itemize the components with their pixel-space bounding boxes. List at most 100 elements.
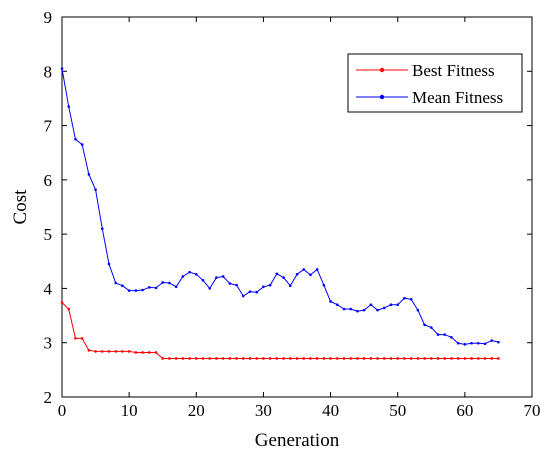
data-point-mean-fitness <box>443 333 446 336</box>
data-point-mean-fitness <box>262 286 265 289</box>
data-point-best-fitness <box>222 357 225 360</box>
x-axis-label: Generation <box>255 430 340 451</box>
data-point-mean-fitness <box>114 282 117 285</box>
data-point-mean-fitness <box>450 336 453 339</box>
data-point-best-fitness <box>464 357 467 360</box>
data-point-mean-fitness <box>349 308 352 311</box>
data-point-best-fitness <box>202 357 205 360</box>
data-point-best-fitness <box>67 308 70 311</box>
data-point-best-fitness <box>168 357 171 360</box>
data-point-mean-fitness <box>249 290 252 293</box>
data-point-mean-fitness <box>490 339 493 342</box>
data-point-best-fitness <box>329 357 332 360</box>
data-point-mean-fitness <box>316 268 319 271</box>
data-point-mean-fitness <box>175 286 178 289</box>
data-point-best-fitness <box>302 357 305 360</box>
data-point-mean-fitness <box>417 309 420 312</box>
data-point-mean-fitness <box>269 284 272 287</box>
data-point-mean-fitness <box>430 326 433 329</box>
data-point-best-fitness <box>443 357 446 360</box>
data-point-mean-fitness <box>101 227 104 230</box>
data-point-best-fitness <box>108 350 111 353</box>
data-point-mean-fitness <box>242 295 245 298</box>
data-point-mean-fitness <box>470 342 473 345</box>
legend-marker-mean-fitness <box>380 95 384 99</box>
data-point-best-fitness <box>430 357 433 360</box>
data-point-best-fitness <box>128 350 131 353</box>
data-point-mean-fitness <box>282 276 285 279</box>
data-point-mean-fitness <box>477 342 480 345</box>
data-point-best-fitness <box>188 357 191 360</box>
data-point-mean-fitness <box>323 284 326 287</box>
data-point-mean-fitness <box>141 289 144 292</box>
data-point-mean-fitness <box>161 281 164 284</box>
data-point-best-fitness <box>316 357 319 360</box>
data-point-mean-fitness <box>148 286 151 289</box>
legend-label-mean-fitness: Mean Fitness <box>412 88 503 107</box>
data-point-best-fitness <box>497 357 500 360</box>
data-point-best-fitness <box>370 357 373 360</box>
legend: Best Fitness Mean Fitness <box>348 54 522 112</box>
data-point-mean-fitness <box>229 282 232 285</box>
data-point-best-fitness <box>262 357 265 360</box>
data-point-best-fitness <box>215 357 218 360</box>
data-point-best-fitness <box>490 357 493 360</box>
data-point-best-fitness <box>349 357 352 360</box>
data-point-mean-fitness <box>235 284 238 287</box>
x-tick-label: 0 <box>58 401 67 420</box>
data-point-mean-fitness <box>336 303 339 306</box>
x-tick-label: 10 <box>121 401 138 420</box>
data-point-best-fitness <box>229 357 232 360</box>
data-point-best-fitness <box>208 357 211 360</box>
data-point-mean-fitness <box>403 297 406 300</box>
data-point-mean-fitness <box>208 287 211 290</box>
y-tick-label: 4 <box>44 279 53 298</box>
data-point-mean-fitness <box>195 273 198 276</box>
data-point-mean-fitness <box>61 67 64 70</box>
data-point-mean-fitness <box>484 343 487 346</box>
data-point-mean-fitness <box>255 291 258 294</box>
data-point-best-fitness <box>121 350 124 353</box>
data-point-mean-fitness <box>302 268 305 271</box>
data-point-best-fitness <box>81 337 84 340</box>
data-point-best-fitness <box>403 357 406 360</box>
data-point-best-fitness <box>423 357 426 360</box>
data-point-mean-fitness <box>390 303 393 306</box>
data-point-mean-fitness <box>135 289 138 292</box>
data-point-mean-fitness <box>376 309 379 312</box>
data-point-mean-fitness <box>497 341 500 344</box>
data-point-mean-fitness <box>370 303 373 306</box>
data-point-mean-fitness <box>356 310 359 313</box>
data-point-best-fitness <box>417 357 420 360</box>
data-point-best-fitness <box>383 357 386 360</box>
data-point-best-fitness <box>101 350 104 353</box>
y-tick-label: 5 <box>44 225 53 244</box>
data-point-best-fitness <box>195 357 198 360</box>
y-tick-label: 9 <box>44 8 53 27</box>
data-point-best-fitness <box>135 351 138 354</box>
data-point-best-fitness <box>356 357 359 360</box>
y-axis-label: Cost <box>10 189 31 225</box>
data-point-mean-fitness <box>168 282 171 285</box>
y-tick-label: 8 <box>44 62 53 81</box>
data-point-best-fitness <box>182 357 185 360</box>
data-point-mean-fitness <box>309 274 312 277</box>
data-point-mean-fitness <box>222 275 225 278</box>
data-point-best-fitness <box>155 351 158 354</box>
data-point-best-fitness <box>457 357 460 360</box>
data-point-mean-fitness <box>329 300 332 303</box>
data-point-mean-fitness <box>276 272 279 275</box>
data-point-mean-fitness <box>74 138 77 141</box>
data-point-best-fitness <box>175 357 178 360</box>
data-point-best-fitness <box>477 357 480 360</box>
data-point-best-fitness <box>249 357 252 360</box>
data-point-mean-fitness <box>88 173 91 176</box>
data-point-mean-fitness <box>296 273 299 276</box>
data-point-best-fitness <box>363 357 366 360</box>
data-point-mean-fitness <box>94 188 97 191</box>
data-point-best-fitness <box>114 350 117 353</box>
data-point-best-fitness <box>235 357 238 360</box>
data-point-best-fitness <box>450 357 453 360</box>
data-point-best-fitness <box>61 301 64 304</box>
